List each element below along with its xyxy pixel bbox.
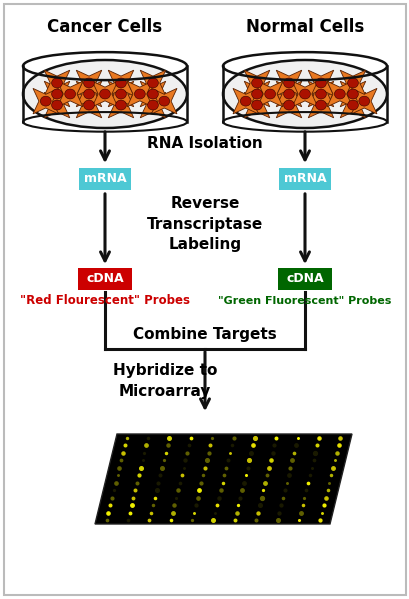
Polygon shape — [308, 81, 333, 107]
Polygon shape — [140, 92, 165, 118]
Text: "Green Fluorescent" Probes: "Green Fluorescent" Probes — [218, 296, 391, 306]
Polygon shape — [140, 81, 165, 107]
Text: Cancer Cells: Cancer Cells — [47, 18, 162, 36]
Ellipse shape — [147, 78, 158, 88]
Polygon shape — [95, 434, 351, 524]
Polygon shape — [244, 92, 269, 118]
FancyBboxPatch shape — [278, 168, 330, 190]
Polygon shape — [276, 92, 301, 118]
Polygon shape — [76, 92, 101, 118]
Polygon shape — [44, 70, 70, 96]
Polygon shape — [44, 81, 70, 107]
Polygon shape — [244, 81, 269, 107]
Ellipse shape — [147, 89, 158, 99]
Polygon shape — [339, 81, 365, 107]
Ellipse shape — [315, 100, 326, 110]
Ellipse shape — [115, 100, 126, 110]
Ellipse shape — [334, 89, 344, 99]
Ellipse shape — [23, 60, 187, 128]
Ellipse shape — [283, 78, 294, 88]
Polygon shape — [339, 70, 365, 96]
Ellipse shape — [251, 89, 262, 99]
Ellipse shape — [315, 78, 326, 88]
Polygon shape — [57, 81, 83, 107]
Text: RNA Isolation: RNA Isolation — [147, 137, 262, 152]
Polygon shape — [151, 89, 177, 114]
Polygon shape — [339, 92, 365, 118]
Ellipse shape — [99, 89, 110, 99]
Polygon shape — [33, 89, 58, 114]
Polygon shape — [308, 92, 333, 118]
Polygon shape — [92, 81, 117, 107]
Ellipse shape — [251, 78, 262, 88]
Text: cDNA: cDNA — [285, 273, 323, 286]
Ellipse shape — [251, 100, 262, 110]
Text: Normal Cells: Normal Cells — [245, 18, 363, 36]
Ellipse shape — [83, 89, 94, 99]
Ellipse shape — [299, 89, 310, 99]
Polygon shape — [44, 92, 70, 118]
FancyBboxPatch shape — [79, 168, 131, 190]
Ellipse shape — [158, 96, 169, 106]
Text: Reverse
Transcriptase
Labeling: Reverse Transcriptase Labeling — [146, 195, 263, 253]
Ellipse shape — [40, 96, 51, 106]
Polygon shape — [108, 81, 133, 107]
Polygon shape — [108, 92, 133, 118]
Text: cDNA: cDNA — [86, 273, 124, 286]
Polygon shape — [326, 81, 352, 107]
Ellipse shape — [52, 100, 62, 110]
Polygon shape — [127, 81, 152, 107]
Polygon shape — [351, 89, 376, 114]
Ellipse shape — [52, 78, 62, 88]
Text: "Red Flourescent" Probes: "Red Flourescent" Probes — [20, 295, 189, 307]
FancyBboxPatch shape — [4, 4, 405, 595]
Polygon shape — [140, 70, 165, 96]
Ellipse shape — [347, 78, 357, 88]
Ellipse shape — [358, 96, 369, 106]
Ellipse shape — [134, 89, 145, 99]
Polygon shape — [276, 70, 301, 96]
Ellipse shape — [264, 89, 275, 99]
Ellipse shape — [222, 60, 386, 128]
Polygon shape — [108, 70, 133, 96]
Polygon shape — [257, 81, 282, 107]
Text: Hybridize to
Microarray: Hybridize to Microarray — [112, 363, 217, 399]
Ellipse shape — [52, 89, 62, 99]
Polygon shape — [292, 81, 317, 107]
Ellipse shape — [347, 89, 357, 99]
Ellipse shape — [315, 89, 326, 99]
FancyBboxPatch shape — [277, 268, 331, 290]
Ellipse shape — [115, 89, 126, 99]
Ellipse shape — [83, 100, 94, 110]
Polygon shape — [244, 70, 269, 96]
Text: mRNA: mRNA — [283, 173, 326, 186]
Ellipse shape — [240, 96, 251, 106]
Polygon shape — [276, 81, 301, 107]
Ellipse shape — [283, 89, 294, 99]
FancyBboxPatch shape — [78, 268, 132, 290]
Polygon shape — [76, 81, 101, 107]
Ellipse shape — [347, 100, 357, 110]
Polygon shape — [308, 70, 333, 96]
Ellipse shape — [283, 100, 294, 110]
Ellipse shape — [65, 89, 75, 99]
Polygon shape — [76, 70, 101, 96]
Text: mRNA: mRNA — [83, 173, 126, 186]
Text: Combine Targets: Combine Targets — [133, 328, 276, 343]
Ellipse shape — [147, 100, 158, 110]
Ellipse shape — [115, 78, 126, 88]
Polygon shape — [232, 89, 258, 114]
Ellipse shape — [83, 78, 94, 88]
